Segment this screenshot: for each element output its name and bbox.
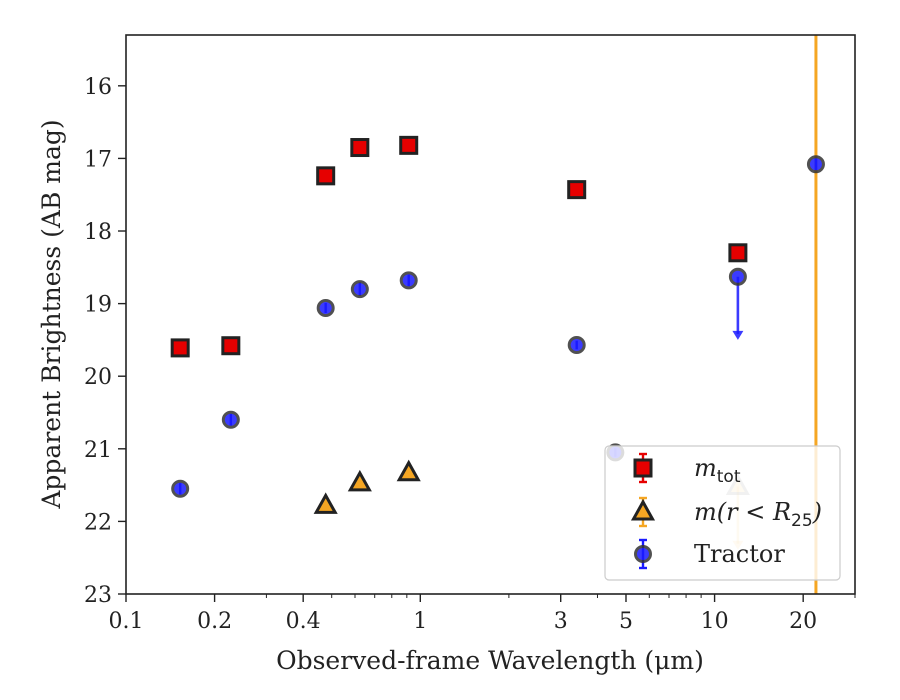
y-tick-label: 23 (84, 583, 112, 608)
legend-label: Tractor (694, 540, 785, 568)
triangle-marker (630, 498, 656, 521)
x-tick-label: 10 (701, 609, 729, 634)
square-marker (633, 458, 653, 478)
series-tractor (171, 155, 825, 498)
circle-marker (171, 479, 190, 498)
square-marker (399, 135, 419, 155)
square-marker (221, 336, 241, 356)
plot-frame (125, 34, 856, 595)
circle-marker (316, 298, 335, 317)
triangle-marker (313, 492, 338, 514)
triangle-marker (396, 459, 421, 482)
y-tick-label: 20 (84, 365, 112, 390)
square-marker (728, 243, 748, 263)
axes: 0.1 0.2 0.4 1 3 5 10 20 16 17 18 19 20 21 22 23 (84, 75, 856, 634)
triangle-marker (347, 469, 372, 492)
circle-marker (634, 545, 652, 563)
square-marker (350, 138, 370, 158)
y-tick-label: 21 (84, 438, 112, 463)
circle-marker (350, 280, 369, 299)
x-axis-label: Observed-frame Wavelength (μm) (276, 646, 704, 675)
y-tick-label: 17 (84, 147, 112, 172)
circle-marker (728, 267, 747, 286)
legend-label: m(r < R25) (694, 498, 822, 531)
square-marker (316, 166, 336, 186)
x-tick-label: 5 (619, 609, 633, 634)
upper-limit-arrow-head (732, 330, 744, 340)
series-m_tot (170, 135, 748, 358)
x-tick-label: 20 (789, 609, 817, 634)
square-marker (170, 338, 190, 358)
y-tick-label: 22 (84, 510, 112, 535)
y-tick-label: 19 (84, 293, 112, 318)
square-marker (567, 180, 587, 200)
x-tick-label: 1 (413, 609, 427, 634)
y-tick-label: 16 (84, 75, 112, 100)
circle-marker (567, 335, 586, 354)
y-tick-label: 18 (84, 220, 112, 245)
circle-marker (399, 271, 418, 290)
x-tick-label: 3 (554, 609, 568, 634)
legend-item-m_r25: m(r < R25) (630, 496, 822, 531)
legend-label: mtot (694, 454, 741, 487)
y-axis-label: Apparent Brightness (AB mag) (37, 119, 66, 509)
circle-marker (806, 155, 825, 174)
legend-item-tractor: Tractor (634, 538, 785, 570)
x-tick-label: 0.4 (286, 609, 321, 634)
circle-marker (221, 410, 240, 429)
x-tick-label: 0.2 (197, 609, 232, 634)
legend-item-m_tot: mtot (633, 452, 741, 487)
x-tick-label: 0.1 (109, 609, 144, 634)
legend-box (604, 445, 841, 581)
legend: mtot m(r < R25) Tractor (604, 445, 841, 581)
